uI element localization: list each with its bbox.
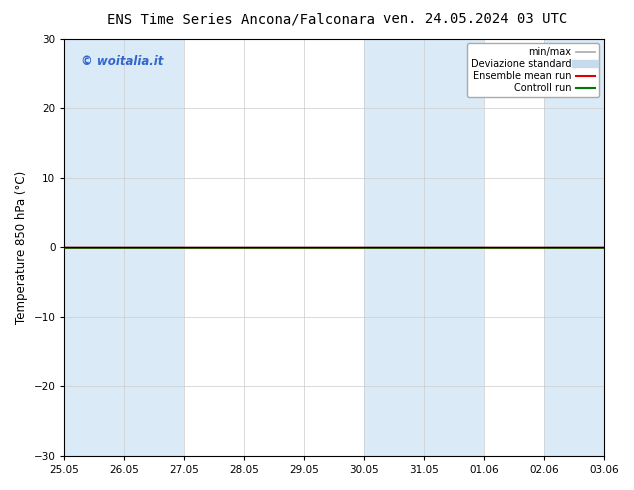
Bar [65,39,184,456]
Text: ven. 24.05.2024 03 UTC: ven. 24.05.2024 03 UTC [384,12,567,26]
Text: © woitalia.it: © woitalia.it [81,55,163,68]
Legend: min/max, Deviazione standard, Ensemble mean run, Controll run: min/max, Deviazione standard, Ensemble m… [467,44,599,97]
Bar [365,39,484,456]
Y-axis label: Temperature 850 hPa (°C): Temperature 850 hPa (°C) [15,171,28,324]
Bar [544,39,604,456]
Text: ENS Time Series Ancona/Falconara: ENS Time Series Ancona/Falconara [107,12,375,26]
